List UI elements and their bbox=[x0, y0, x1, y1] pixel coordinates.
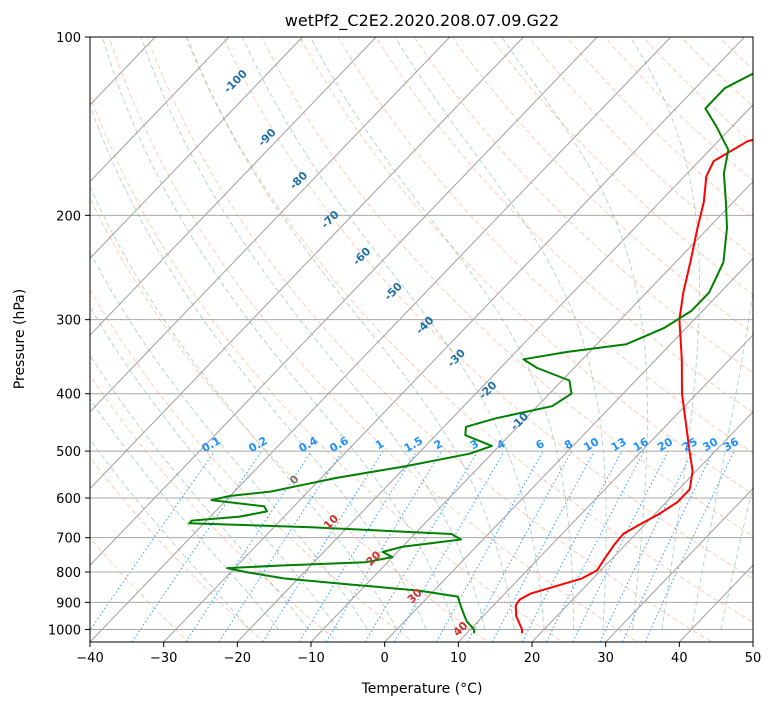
x-tick-label: −10 bbox=[297, 651, 324, 666]
y-tick-label: 1000 bbox=[48, 623, 81, 638]
x-tick-label: −40 bbox=[76, 651, 103, 666]
x-tick-label: 50 bbox=[745, 651, 762, 666]
x-tick-label: 20 bbox=[524, 651, 541, 666]
x-tick-label: 30 bbox=[597, 651, 614, 666]
y-tick-label: 800 bbox=[56, 566, 81, 581]
y-tick-label: 100 bbox=[56, 31, 81, 46]
x-tick-label: 40 bbox=[671, 651, 688, 666]
y-axis-label: Pressure (hPa) bbox=[12, 289, 28, 389]
y-tick-label: 400 bbox=[56, 388, 81, 403]
x-tick-label: −30 bbox=[150, 651, 177, 666]
y-tick-label: 200 bbox=[56, 209, 81, 224]
y-tick-label: 500 bbox=[56, 445, 81, 460]
chart-title: wetPf2_C2E2.2020.208.07.09.G22 bbox=[285, 11, 559, 31]
y-tick-label: 700 bbox=[56, 532, 81, 547]
y-tick-label: 600 bbox=[56, 492, 81, 507]
x-tick-label: 0 bbox=[381, 651, 389, 666]
x-tick-label: −20 bbox=[224, 651, 251, 666]
y-tick-label: 300 bbox=[56, 314, 81, 329]
x-axis-label: Temperature (°C) bbox=[361, 681, 483, 697]
x-tick-label: 10 bbox=[450, 651, 467, 666]
y-tick-label: 900 bbox=[56, 596, 81, 611]
